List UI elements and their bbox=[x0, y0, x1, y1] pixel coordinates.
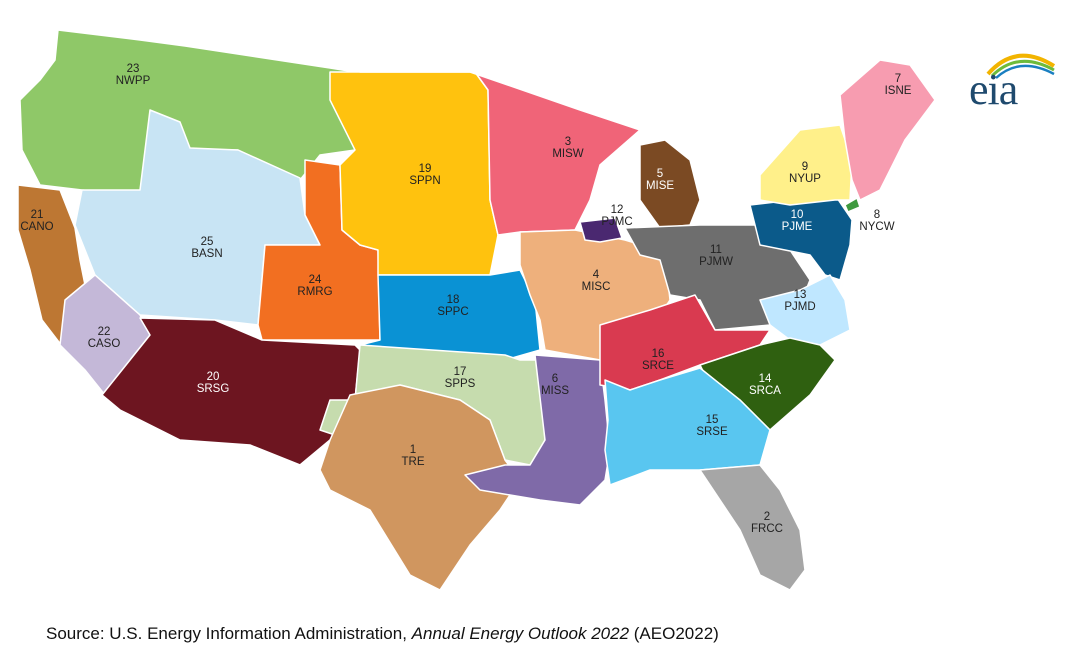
label-10: 10 PJME bbox=[782, 209, 813, 233]
eia-logo: eia bbox=[966, 44, 1062, 114]
region-mise[interactable] bbox=[639, 139, 701, 229]
label-9: 9 NYUP bbox=[789, 161, 821, 185]
label-13: 13 PJMD bbox=[784, 289, 815, 313]
label-21: 21 CANO bbox=[20, 209, 53, 233]
label-18: 18 SPPC bbox=[437, 294, 468, 318]
label-17: 17 SPPS bbox=[445, 366, 476, 390]
region-tre[interactable] bbox=[319, 384, 521, 591]
label-23-id: 23 bbox=[127, 63, 140, 75]
label-12: 12 PJMC bbox=[601, 204, 632, 228]
region-srsg[interactable] bbox=[101, 317, 361, 466]
region-isne[interactable] bbox=[839, 59, 936, 201]
label-16: 16 SRCE bbox=[642, 348, 674, 372]
source-suffix: (AEO2022) bbox=[629, 624, 719, 643]
label-20: 20 SRSG bbox=[197, 371, 230, 395]
label-1: 1 TRE bbox=[402, 444, 425, 468]
label-25: 25 BASN bbox=[191, 236, 222, 260]
region-nycw[interactable] bbox=[844, 197, 861, 213]
region-nyup[interactable] bbox=[759, 124, 853, 206]
region-pjmd[interactable] bbox=[759, 274, 851, 346]
source-note: Source: U.S. Energy Information Administ… bbox=[46, 624, 719, 644]
label-11: 11 PJMW bbox=[699, 244, 733, 268]
label-4: 4 MISC bbox=[582, 269, 611, 293]
label-24: 24 RMRG bbox=[297, 274, 332, 298]
label-19: 19 SPPN bbox=[409, 163, 440, 187]
source-title: Annual Energy Outlook 2022 bbox=[411, 624, 630, 643]
region-pjme[interactable] bbox=[749, 194, 853, 281]
label-7: 7 ISNE bbox=[885, 73, 912, 97]
label-6: 6 MISS bbox=[541, 373, 569, 397]
region-miss[interactable] bbox=[464, 354, 611, 506]
label-3: 3 MISW bbox=[552, 136, 583, 160]
region-pjmc[interactable] bbox=[579, 217, 623, 243]
label-23-code: NWPP bbox=[116, 75, 151, 87]
source-prefix: Source: U.S. Energy Information Administ… bbox=[46, 624, 412, 643]
label-23: 23 NWPP bbox=[116, 63, 151, 87]
label-14: 14 SRCA bbox=[749, 373, 781, 397]
region-sppc[interactable] bbox=[359, 269, 541, 361]
label-8: 8 NYCW bbox=[859, 209, 894, 233]
region-frcc[interactable] bbox=[699, 464, 806, 591]
label-5: 5 MISE bbox=[646, 168, 674, 192]
eia-logo-swoosh-icon bbox=[986, 53, 1056, 79]
label-15: 15 SRSE bbox=[696, 414, 728, 438]
label-22: 22 CASO bbox=[88, 326, 121, 350]
label-2: 2 FRCC bbox=[751, 511, 783, 535]
eia-logo-text: eia bbox=[969, 65, 1018, 114]
